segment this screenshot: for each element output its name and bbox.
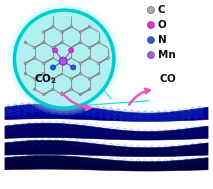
Circle shape [79, 62, 82, 65]
Circle shape [24, 72, 27, 75]
Circle shape [79, 72, 82, 75]
Circle shape [79, 41, 82, 44]
Circle shape [33, 57, 36, 59]
Circle shape [61, 41, 63, 44]
Text: $\mathbf{CO_2}$: $\mathbf{CO_2}$ [34, 72, 57, 86]
Circle shape [70, 77, 73, 80]
Circle shape [106, 57, 109, 59]
Circle shape [42, 72, 45, 75]
Circle shape [9, 5, 119, 113]
Circle shape [69, 48, 74, 53]
Circle shape [33, 88, 36, 91]
Circle shape [42, 41, 45, 44]
Circle shape [88, 77, 91, 80]
Circle shape [79, 31, 82, 33]
Circle shape [70, 25, 73, 28]
Circle shape [42, 31, 45, 33]
Circle shape [33, 46, 36, 49]
Polygon shape [5, 104, 208, 121]
Circle shape [88, 57, 91, 59]
Circle shape [70, 88, 73, 91]
Circle shape [147, 22, 155, 29]
Circle shape [53, 48, 58, 53]
Circle shape [11, 7, 117, 111]
Text: Mn: Mn [158, 50, 176, 60]
Polygon shape [5, 140, 208, 157]
Circle shape [97, 62, 100, 65]
Circle shape [79, 93, 82, 96]
Text: O: O [158, 20, 167, 30]
Circle shape [52, 77, 54, 80]
Text: C: C [158, 5, 165, 15]
Polygon shape [5, 156, 208, 171]
Circle shape [33, 77, 36, 80]
Circle shape [24, 41, 27, 44]
Circle shape [42, 62, 45, 65]
Circle shape [147, 52, 155, 59]
Circle shape [97, 41, 100, 44]
Circle shape [52, 25, 54, 28]
Circle shape [97, 72, 100, 75]
Circle shape [61, 31, 63, 33]
Circle shape [59, 57, 67, 65]
Text: N: N [158, 35, 167, 45]
Circle shape [42, 93, 45, 96]
Circle shape [52, 46, 54, 49]
Circle shape [52, 88, 54, 91]
Circle shape [61, 93, 63, 96]
Circle shape [147, 36, 155, 44]
Circle shape [147, 7, 155, 14]
Polygon shape [5, 123, 208, 140]
Circle shape [50, 65, 56, 70]
Circle shape [7, 3, 121, 115]
Circle shape [14, 10, 114, 108]
Circle shape [71, 65, 76, 70]
Circle shape [24, 62, 27, 65]
Text: $\mathbf{CO}$: $\mathbf{CO}$ [159, 72, 177, 84]
Circle shape [88, 88, 91, 91]
Circle shape [88, 46, 91, 49]
Circle shape [88, 25, 91, 28]
